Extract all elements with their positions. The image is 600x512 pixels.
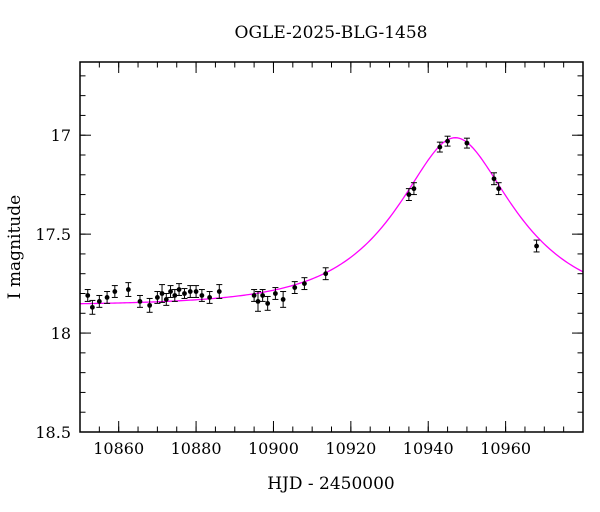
- data-point: [291, 281, 298, 294]
- data-point: [104, 291, 111, 304]
- data-point: [187, 285, 194, 298]
- y-tick-label: 18.5: [35, 423, 71, 442]
- data-point: [251, 289, 258, 302]
- x-tick-label: 10900: [248, 439, 299, 458]
- data-points: [84, 135, 540, 315]
- x-tick-label: 10920: [325, 439, 376, 458]
- data-point: [111, 285, 118, 298]
- data-point: [533, 239, 540, 253]
- plot-title: OGLE-2025-BLG-1458: [235, 23, 428, 43]
- data-point: [491, 172, 498, 186]
- data-point: [167, 285, 174, 298]
- data-point: [301, 277, 308, 291]
- model-curve: [80, 137, 583, 305]
- data-point: [154, 291, 161, 304]
- data-point: [163, 292, 170, 306]
- data-point: [216, 284, 223, 299]
- x-tick-label: 10960: [480, 439, 531, 458]
- data-point: [181, 288, 188, 299]
- axis-ticks: [79, 62, 584, 433]
- data-point: [136, 294, 143, 308]
- x-tick-label: 10860: [93, 439, 144, 458]
- y-axis-title: I magnitude: [5, 195, 25, 299]
- axis-tick-labels: 10860 10880 10900 10920 10940 10960 17 17.5 18 18…: [35, 126, 531, 458]
- data-point: [463, 137, 470, 149]
- data-point: [254, 291, 261, 312]
- x-axis-title: HJD - 2450000: [267, 474, 395, 494]
- data-point: [146, 297, 153, 313]
- data-point: [176, 283, 183, 296]
- y-tick-label: 17.5: [35, 225, 71, 244]
- data-point: [125, 282, 132, 297]
- data-point: [272, 287, 279, 300]
- data-point: [405, 188, 412, 202]
- data-point: [159, 284, 166, 303]
- data-point: [495, 182, 502, 196]
- data-point: [264, 295, 271, 311]
- plot-frame: [79, 61, 584, 433]
- data-point: [410, 182, 417, 196]
- data-point: [436, 141, 443, 153]
- data-point: [280, 291, 287, 308]
- data-point: [193, 285, 200, 298]
- y-tick-label: 17: [51, 126, 71, 145]
- data-point: [444, 135, 451, 147]
- data-point: [259, 289, 266, 302]
- x-tick-label: 10940: [403, 439, 454, 458]
- data-point: [198, 289, 205, 302]
- data-point: [96, 294, 103, 308]
- data-point: [84, 289, 91, 302]
- data-point: [89, 299, 96, 315]
- data-point: [206, 291, 213, 304]
- y-tick-label: 18: [51, 324, 71, 343]
- x-tick-label: 10880: [171, 439, 222, 458]
- data-point: [322, 267, 329, 281]
